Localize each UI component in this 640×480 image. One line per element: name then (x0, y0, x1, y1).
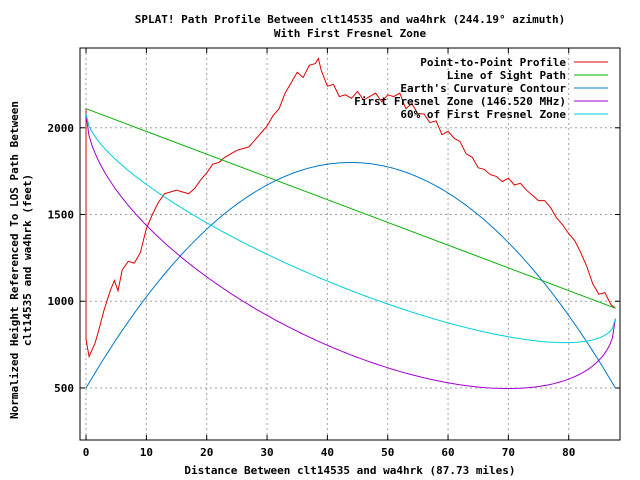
x-tick-label: 40 (321, 446, 334, 459)
series-layer (85, 57, 616, 389)
y-axis-label-group: Normalized Height Referenced To LOS Path… (8, 101, 34, 419)
chart-subtitle: With First Fresnel Zone (274, 27, 427, 40)
y-axis-label-line2: clt14535 and wa4hrk (feet) (21, 174, 34, 346)
series-line-4 (85, 113, 616, 344)
legend-label: Point-to-Point Profile (420, 56, 566, 69)
x-tick-label: 50 (381, 446, 394, 459)
legend-label: 60% of First Fresnel Zone (400, 108, 566, 121)
legend-label: Earth's Curvature Contour (400, 82, 566, 95)
series-line-0 (85, 57, 616, 359)
y-axis-ticks: 500 1000 1500 2000 (48, 122, 620, 395)
series-line-2 (85, 162, 616, 389)
x-tick-label: 60 (441, 446, 454, 459)
series-line-3 (85, 113, 616, 389)
y-tick-label: 500 (54, 382, 74, 395)
series-line-1 (85, 108, 616, 309)
x-tick-label: 10 (140, 446, 153, 459)
legend-label: First Fresnel Zone (146.520 MHz) (354, 95, 566, 108)
y-tick-label: 1000 (48, 295, 75, 308)
y-tick-label: 2000 (48, 122, 75, 135)
legend-label: Line of Sight Path (447, 69, 566, 82)
plot-frame (79, 47, 621, 441)
x-axis-ticks: 0 10 20 30 40 50 60 70 80 (83, 48, 575, 459)
y-tick-label: 1500 (48, 209, 75, 222)
x-tick-label: 0 (83, 446, 90, 459)
x-tick-label: 30 (260, 446, 273, 459)
x-axis-label: Distance Between clt14535 and wa4hrk (87… (184, 464, 515, 477)
x-tick-label: 20 (200, 446, 213, 459)
chart-title: SPLAT! Path Profile Between clt14535 and… (135, 13, 565, 26)
x-tick-label: 80 (562, 446, 575, 459)
y-axis-label-line1: Normalized Height Referenced To LOS Path… (8, 101, 21, 419)
x-tick-label: 70 (502, 446, 515, 459)
